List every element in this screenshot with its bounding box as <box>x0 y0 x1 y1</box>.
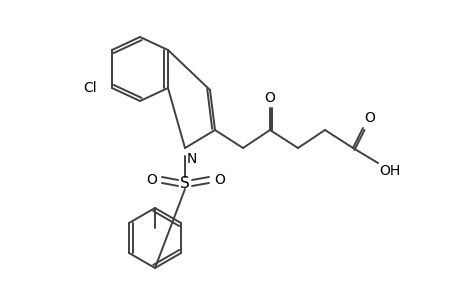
Text: S: S <box>180 176 190 190</box>
Text: O: O <box>264 91 275 105</box>
Text: N: N <box>187 152 197 166</box>
Text: O: O <box>363 111 374 125</box>
Text: OH: OH <box>378 164 399 178</box>
Text: Cl: Cl <box>83 81 97 95</box>
Text: O: O <box>213 173 224 187</box>
Text: O: O <box>146 173 157 187</box>
